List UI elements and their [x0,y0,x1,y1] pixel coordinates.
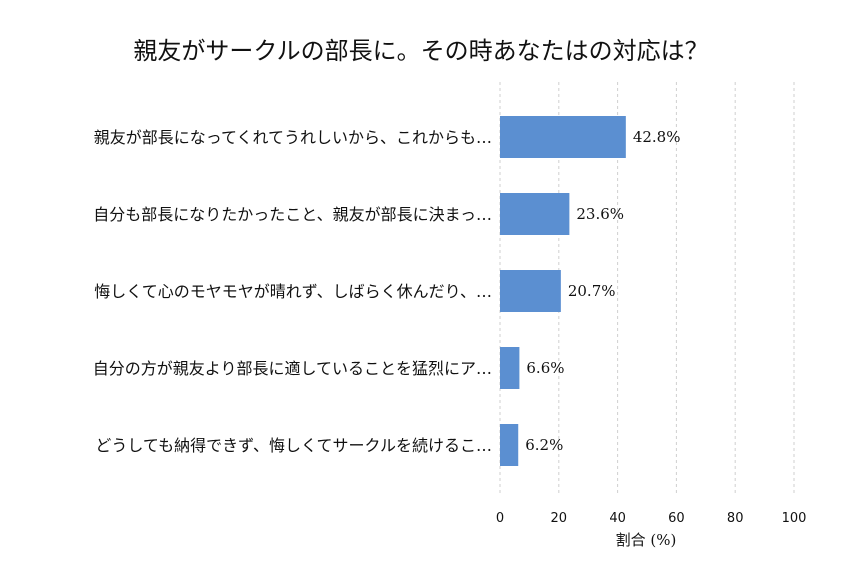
x-axis-label: 割合 (%) [616,531,677,549]
category-labels: 親友が部長になってくれてうれしいから、これからも… 自分も部長になりたかったこと、… [93,128,492,455]
data-labels: 42.8% 23.6% 20.7% 6.6% 6.2% [525,128,680,454]
bar [500,270,561,312]
x-axis-ticks: 0 20 40 60 80 100 [496,511,807,526]
data-label: 42.8% [633,128,681,146]
x-tick-label: 80 [727,511,744,526]
data-label: 6.6% [526,359,564,377]
chart-title: 親友がサークルの部長に。その時あなたはの対応は？ [133,37,708,65]
category-label: どうしても納得できず、悔しくてサークルを続けるこ… [95,436,492,455]
x-tick-label: 40 [609,511,626,526]
bar [500,193,570,235]
category-label: 自分の方が親友より部長に適していることを猛烈にア… [93,359,492,378]
x-tick-label: 0 [496,511,504,526]
data-label: 20.7% [568,282,616,300]
data-label: 23.6% [576,205,624,223]
x-tick-label: 100 [782,511,807,526]
data-label: 6.2% [525,436,563,454]
category-label: 悔しくて心のモヤモヤが晴れず、しばらく休んだり、… [94,282,492,301]
category-label: 自分も部長になりたかったこと、親友が部長に決まっ… [93,205,492,224]
x-tick-label: 60 [668,511,685,526]
bar [500,347,520,389]
x-tick-label: 20 [551,511,568,526]
category-label: 親友が部長になってくれてうれしいから、これからも… [94,128,492,147]
bar [500,424,519,466]
bars [500,116,626,466]
bar [500,116,626,158]
